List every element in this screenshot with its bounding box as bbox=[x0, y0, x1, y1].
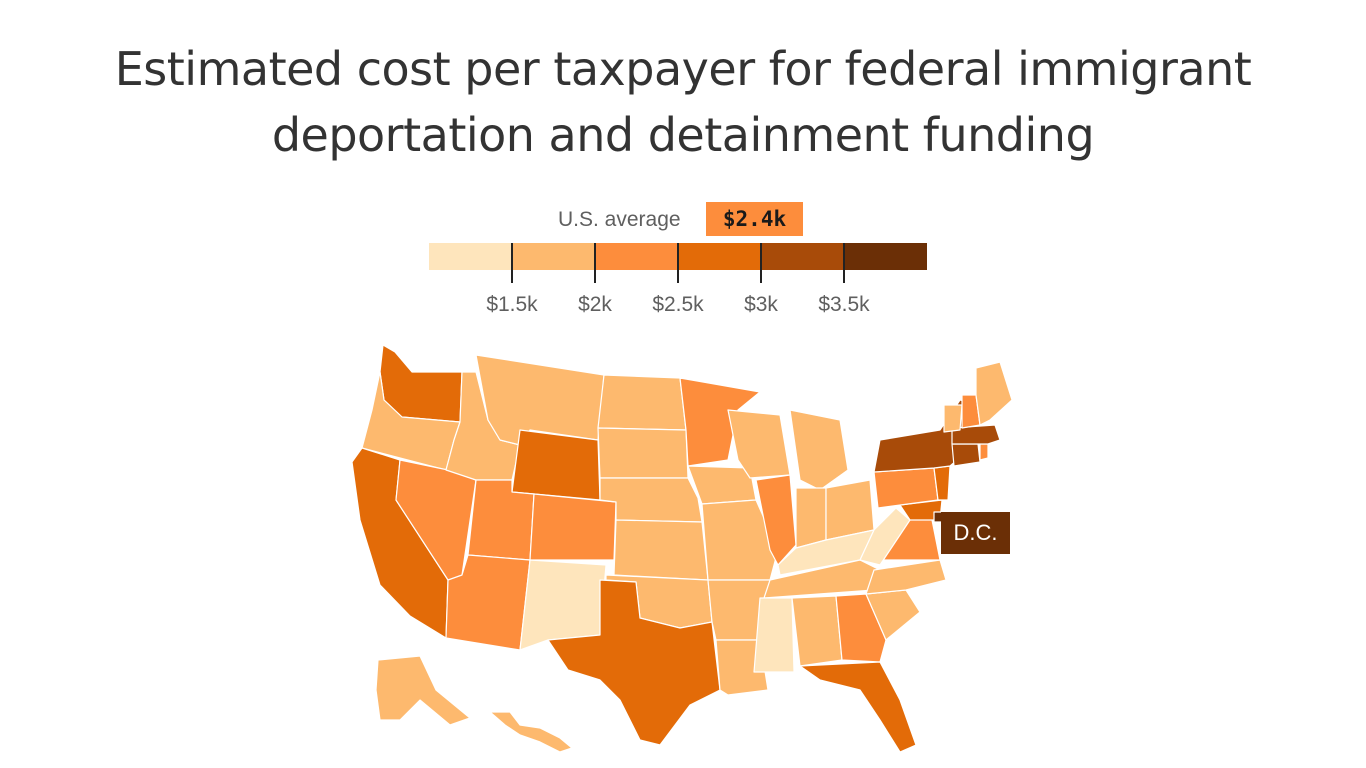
state-ri bbox=[979, 443, 989, 461]
legend-tick bbox=[843, 243, 845, 283]
state-ms bbox=[753, 597, 795, 673]
state-ma bbox=[951, 424, 1001, 445]
state-mn bbox=[679, 377, 761, 467]
legend-tick-label: $3k bbox=[744, 293, 778, 316]
state-mi bbox=[789, 409, 849, 491]
state-nd bbox=[597, 374, 687, 431]
chart-title: Estimated cost per taxpayer for federal … bbox=[114, 42, 1252, 162]
state-in bbox=[795, 487, 827, 549]
legend-swatch bbox=[429, 243, 512, 270]
legend-swatch bbox=[512, 243, 595, 270]
state-ct bbox=[951, 443, 981, 467]
legend-tick-label: $2k bbox=[578, 293, 612, 316]
state-wy bbox=[511, 429, 601, 501]
legend-tick bbox=[594, 243, 596, 283]
legend-swatch bbox=[678, 243, 761, 270]
state-vt bbox=[943, 404, 963, 433]
legend-tick-label: $2.5k bbox=[652, 293, 704, 316]
us-average-label: U.S. average bbox=[558, 208, 681, 231]
state-fl bbox=[799, 661, 917, 753]
legend-tick-label: $3.5k bbox=[818, 293, 870, 316]
state-wv bbox=[859, 507, 911, 566]
legend-tick-label: $1.5k bbox=[486, 293, 538, 316]
state-co bbox=[529, 493, 617, 561]
state-ks bbox=[613, 519, 709, 581]
state-ga bbox=[835, 593, 887, 663]
us-average-value: $2.4k bbox=[706, 202, 803, 236]
dc-label: D.C. bbox=[941, 512, 1010, 554]
state-al bbox=[791, 595, 843, 667]
state-ak bbox=[375, 655, 471, 726]
legend-tick bbox=[677, 243, 679, 283]
state-me bbox=[975, 361, 1013, 426]
state-nc bbox=[865, 559, 947, 595]
us-average-row: U.S. average $2.4k bbox=[0, 202, 1366, 236]
state-mo bbox=[701, 499, 779, 581]
legend-swatch bbox=[595, 243, 678, 270]
state-mt bbox=[475, 354, 605, 446]
color-legend bbox=[429, 243, 927, 270]
state-il bbox=[755, 474, 797, 566]
state-hi bbox=[489, 711, 573, 753]
legend-tick bbox=[511, 243, 513, 283]
state-wi bbox=[727, 409, 791, 479]
state-tx bbox=[547, 579, 721, 746]
state-sd bbox=[597, 427, 689, 479]
legend-swatch bbox=[844, 243, 927, 270]
legend-tick bbox=[760, 243, 762, 283]
legend-swatch bbox=[761, 243, 844, 270]
